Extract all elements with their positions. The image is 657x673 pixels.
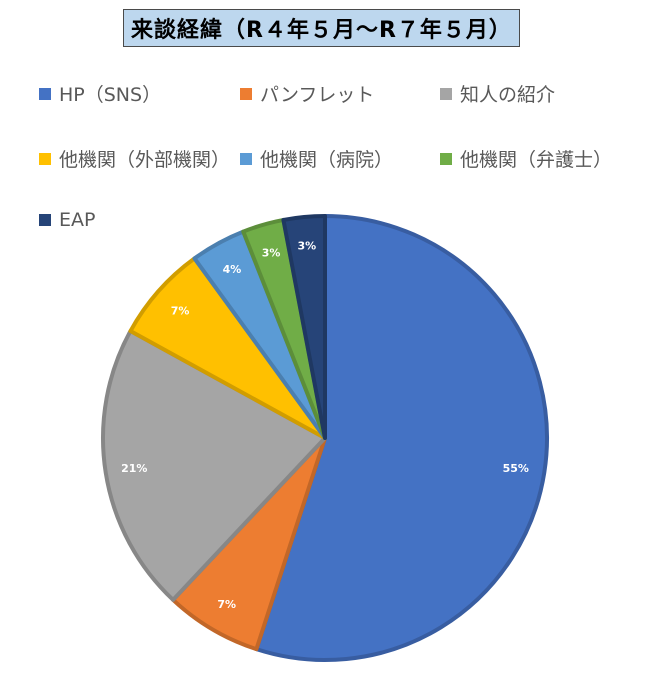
legend-swatch — [440, 152, 452, 165]
legend-item-hp-sns: HP（SNS） — [39, 80, 161, 107]
legend-label: パンフレット — [260, 84, 375, 106]
legend-swatch — [39, 214, 51, 226]
chart-title-box: 来談経緯（R４年５月～R７年５月） — [123, 9, 520, 47]
legend-label: 知人の紹介 — [460, 84, 556, 106]
legend: HP（SNS） パンフレット 知人の紹介 他機関（外部機関） 他機関（病院） 他… — [0, 0, 657, 240]
legend-swatch — [440, 87, 452, 100]
chart-title: 来談経緯（R４年５月～R７年５月） — [131, 18, 512, 43]
pie-data-label-3: 7% — [171, 304, 190, 317]
legend-label: 他機関（弁護士） — [460, 149, 613, 171]
legend-label: EAP — [59, 209, 96, 231]
legend-label: 他機関（外部機関） — [59, 149, 231, 171]
legend-item-eap: EAP — [39, 209, 95, 231]
pie-data-label-1: 7% — [217, 598, 236, 611]
pie-slice-6 — [281, 214, 327, 440]
legend-item-acquaintance: 知人の紹介 — [440, 80, 555, 107]
legend-swatch — [39, 87, 51, 100]
legend-swatch — [39, 152, 51, 165]
pie-data-label-5: 3% — [262, 247, 281, 260]
legend-item-pamphlet: パンフレット — [240, 80, 374, 107]
legend-label: 他機関（病院） — [260, 149, 394, 171]
legend-swatch — [240, 87, 252, 100]
pie-data-label-4: 4% — [223, 263, 242, 276]
pie-data-label-2: 21% — [121, 462, 147, 475]
legend-label: HP（SNS） — [59, 84, 162, 106]
legend-item-lawyer: 他機関（弁護士） — [440, 145, 612, 172]
pie-data-label-6: 3% — [297, 240, 316, 253]
legend-swatch — [240, 152, 252, 165]
pie-slice-2 — [101, 329, 327, 602]
legend-item-hospital: 他機関（病院） — [240, 145, 393, 172]
pie-slice-0 — [254, 214, 549, 662]
pie-data-label-0: 55% — [503, 462, 529, 475]
legend-item-external-agency: 他機関（外部機関） — [39, 145, 230, 172]
